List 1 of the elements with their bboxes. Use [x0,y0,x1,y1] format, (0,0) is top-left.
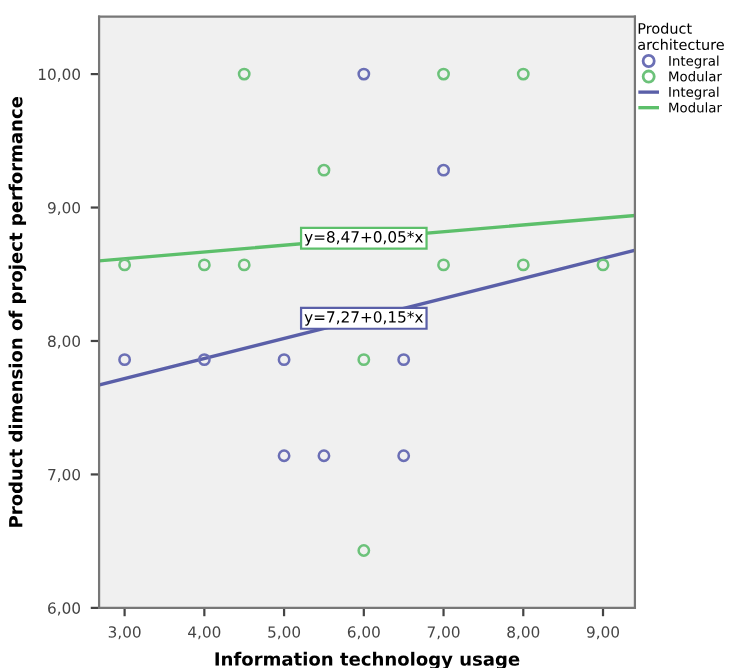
y-axis-title: Product dimension of project performance [8,97,27,527]
